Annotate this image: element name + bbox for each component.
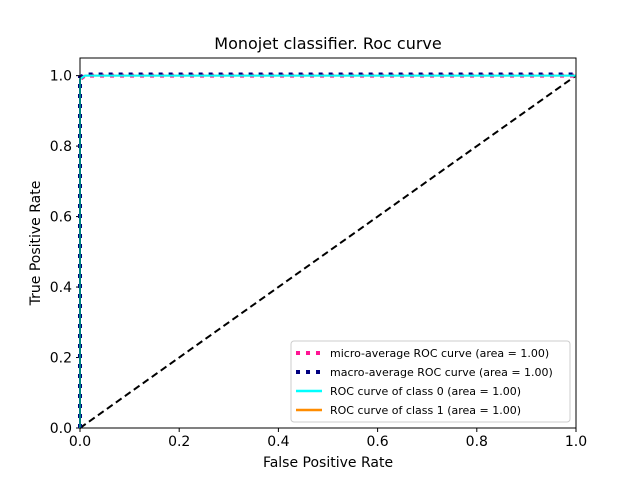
- legend: micro-average ROC curve (area = 1.00) mac…: [290, 340, 571, 423]
- legend-label-0: micro-average ROC curve (area = 1.00): [330, 347, 549, 360]
- y-tick-label: 0.0: [50, 421, 72, 437]
- y-tick-label: 0.6: [50, 210, 72, 226]
- x-tick-label: 0.2: [168, 434, 190, 450]
- y-tick-label: 0.4: [50, 280, 72, 296]
- legend-box: [290, 340, 571, 423]
- legend-label-2: ROC curve of class 0 (area = 1.00): [330, 385, 521, 398]
- x-tick-label: 0.8: [466, 434, 488, 450]
- x-axis-label: False Positive Rate: [263, 455, 393, 471]
- legend-label-3: ROC curve of class 1 (area = 1.00): [330, 404, 521, 417]
- series-line-1: [78, 72, 576, 428]
- chance-diagonal-line: [79, 74, 577, 429]
- legend-items: micro-average ROC curve (area = 1.00) mac…: [296, 347, 553, 417]
- y-tick-label: 1.0: [50, 69, 72, 85]
- x-tick-label: 0.4: [267, 434, 289, 450]
- y-axis-label: True Positive Rate: [28, 181, 44, 307]
- axes-frame: [79, 57, 577, 429]
- x-tick-label: 0.0: [69, 434, 91, 450]
- x-tick-label: 1.0: [565, 434, 587, 450]
- x-tick-label: 0.6: [366, 434, 388, 450]
- legend-label-1: macro-average ROC curve (area = 1.00): [330, 366, 553, 379]
- y-tick-label: 0.8: [50, 139, 72, 155]
- ticks-layer: 0.0 0.2 0.4 0.6 0.8 1.0 0.0 0.2 0.4 0.6 0.8 1.0: [50, 69, 587, 450]
- chart-title: Monojet classifier. Roc curve: [214, 34, 441, 53]
- y-tick-label: 0.2: [50, 351, 72, 367]
